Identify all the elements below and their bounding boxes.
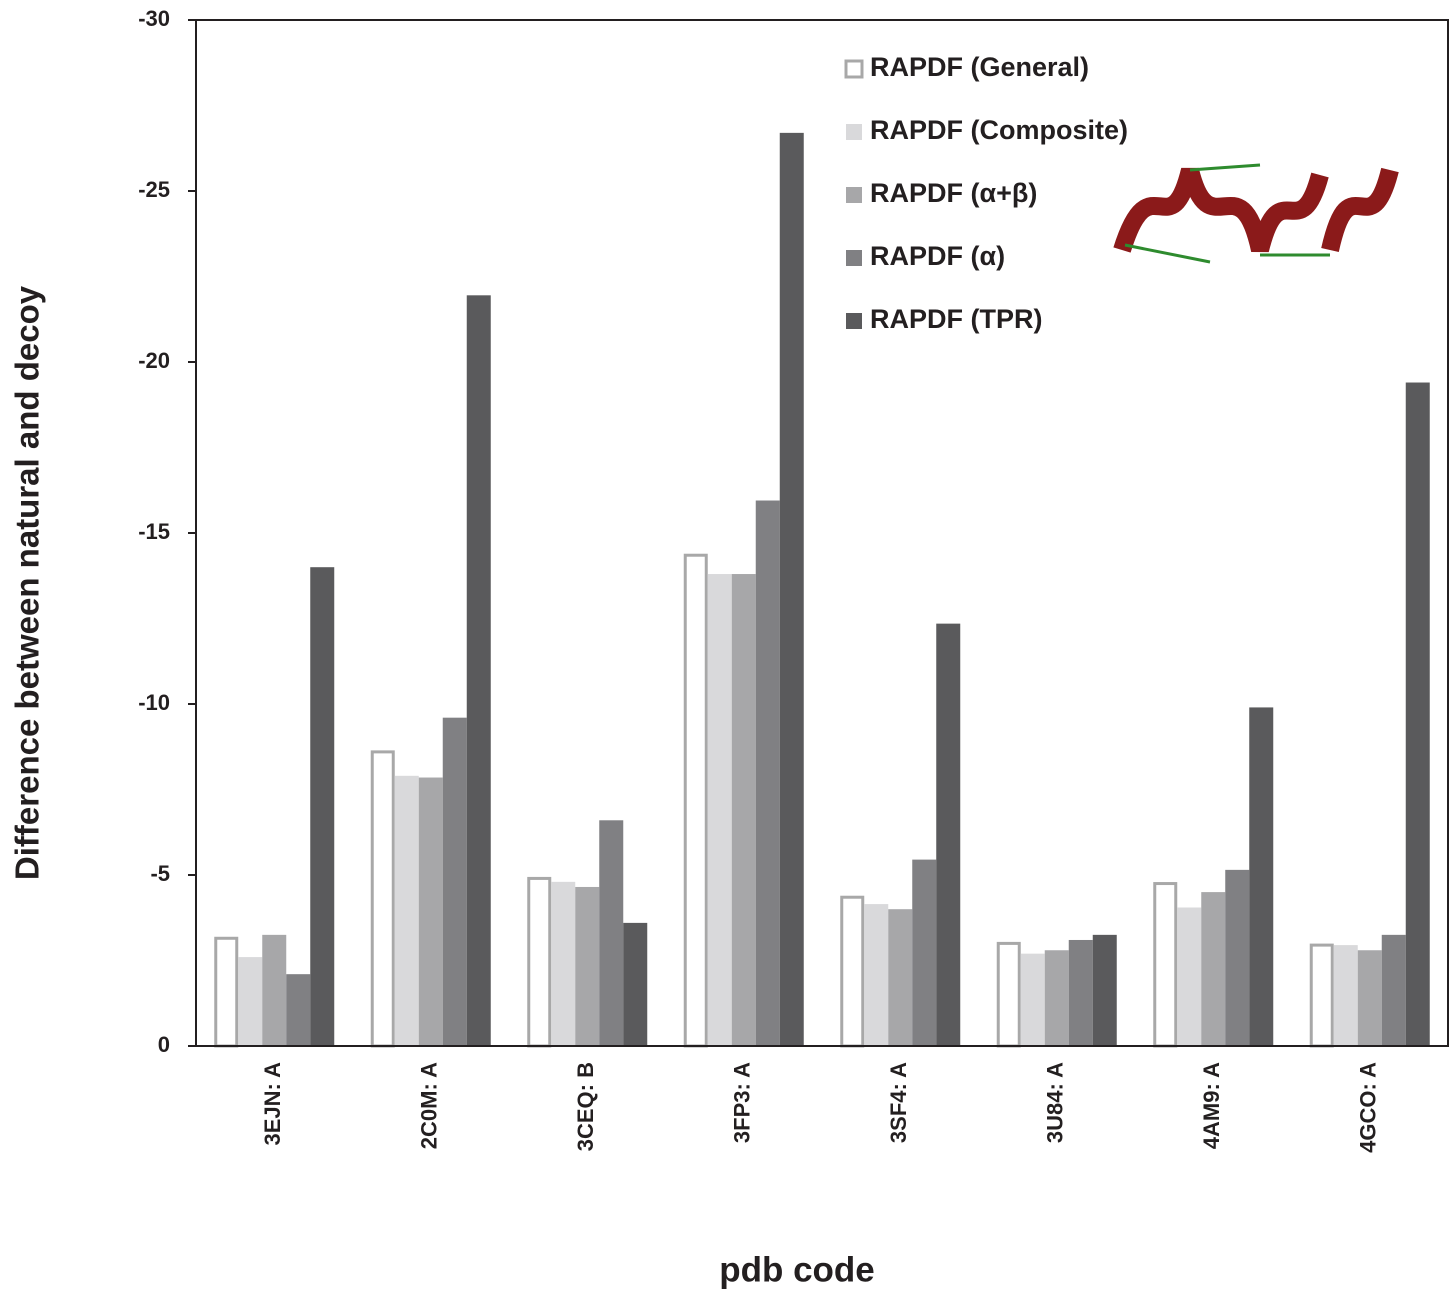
bar: [779, 132, 804, 1047]
bar: [214, 936, 239, 1048]
bar: [370, 750, 395, 1048]
bar: [936, 623, 961, 1046]
y-tick-label: -30: [138, 6, 170, 31]
x-tick-label: 3SF4: A: [886, 1062, 911, 1143]
bar: [888, 909, 913, 1046]
y-tick-label: 0: [158, 1032, 170, 1057]
bar: [683, 553, 708, 1048]
legend-swatch: [846, 187, 862, 203]
x-axis-label: pdb code: [719, 1250, 875, 1289]
bar: [551, 881, 576, 1046]
bar: [731, 574, 756, 1046]
bar: [996, 941, 1021, 1048]
legend-label: RAPDF (General): [870, 52, 1089, 82]
legend-swatch: [846, 313, 862, 329]
legend-swatch: [844, 59, 864, 79]
bar: [1020, 953, 1045, 1046]
bar: [527, 876, 552, 1048]
bar: [840, 895, 865, 1048]
bar: [442, 717, 467, 1046]
bar: [1381, 934, 1406, 1046]
bar: [418, 777, 443, 1046]
x-tick-label: 2C0M: A: [417, 1062, 442, 1149]
y-tick-label: -15: [138, 519, 170, 544]
bar: [755, 500, 780, 1046]
bar: [599, 820, 624, 1046]
plot-frame: [195, 19, 1449, 1047]
bar: [1309, 943, 1334, 1048]
bar: [575, 886, 600, 1046]
x-tick-label: 3U84: A: [1043, 1062, 1068, 1143]
legend-label: RAPDF (α+β): [870, 178, 1037, 208]
protein-image: [1113, 163, 1399, 264]
legend-label: RAPDF (α): [870, 241, 1005, 271]
bar: [262, 934, 287, 1046]
bar: [1068, 939, 1093, 1046]
loop: [1124, 163, 1330, 264]
bar: [864, 904, 889, 1046]
y-tick-label: -10: [138, 690, 170, 715]
bar: [1405, 382, 1430, 1046]
bar: [1092, 934, 1117, 1046]
x-tick-label: 4AM9: A: [1199, 1062, 1224, 1149]
helix: [1113, 167, 1399, 253]
bar: [912, 859, 937, 1046]
bar: [1225, 869, 1250, 1046]
x-tick-label: 3FP3: A: [730, 1062, 755, 1143]
y-axis-label: Difference between natural and decoy: [9, 285, 46, 880]
bar: [310, 567, 335, 1046]
bar: [238, 957, 263, 1046]
legend-label: RAPDF (TPR): [870, 304, 1042, 334]
legend-swatch: [846, 124, 862, 140]
bar: [1201, 892, 1226, 1046]
bar: [394, 775, 419, 1046]
bar: [1177, 907, 1202, 1046]
x-tick-label: 3EJN: A: [260, 1062, 285, 1146]
y-tick-label: -5: [150, 861, 170, 886]
legend-label: RAPDF (Composite): [870, 115, 1128, 145]
bar: [707, 574, 732, 1046]
bar: [286, 974, 311, 1046]
bar: [1153, 882, 1178, 1048]
bar: [1044, 950, 1069, 1046]
bar: [623, 922, 648, 1046]
x-tick-label: 4GCO: A: [1356, 1062, 1381, 1153]
bar: [466, 295, 491, 1046]
bar: [1249, 707, 1274, 1046]
y-tick-label: -25: [138, 177, 170, 202]
y-tick-label: -20: [138, 348, 170, 373]
x-tick-label: 3CEQ: B: [573, 1062, 598, 1151]
bar: [1357, 950, 1382, 1046]
bar: [1333, 945, 1358, 1046]
legend-swatch: [846, 250, 862, 266]
